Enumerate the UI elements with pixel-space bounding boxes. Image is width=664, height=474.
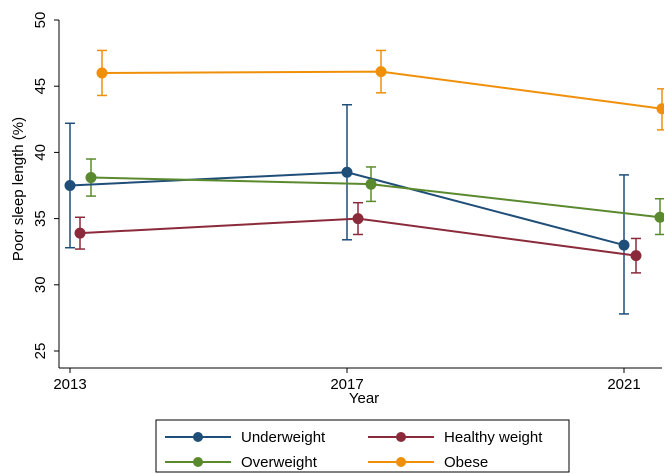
legend-label-obese: Obese xyxy=(444,454,488,471)
data-point-underweight xyxy=(618,239,630,251)
y-tick-label: 25 xyxy=(32,343,49,360)
data-point-obese xyxy=(96,67,108,79)
y-tick-label: 30 xyxy=(32,276,49,293)
data-point-obese xyxy=(375,66,387,78)
legend-label-overweight: Overweight xyxy=(241,454,318,471)
x-tick-label: 2021 xyxy=(607,376,640,393)
x-tick-label: 2017 xyxy=(330,376,363,393)
y-tick-label: 50 xyxy=(32,12,49,29)
data-point-overweight xyxy=(365,178,377,190)
x-axis-title: Year xyxy=(349,390,379,407)
legend: Underweight Healthy weight Overweight Obese xyxy=(155,419,570,473)
legend-marker-obese xyxy=(396,457,406,467)
x-tick-label: 2013 xyxy=(53,376,86,393)
data-point-underweight xyxy=(341,166,353,178)
legend-marker-healthy-weight xyxy=(396,432,406,442)
data-point-obese xyxy=(656,103,664,115)
data-point-healthy-weight xyxy=(74,227,86,239)
y-axis-title: Poor sleep length (%) xyxy=(10,117,27,261)
plot-frame xyxy=(59,8,662,368)
data-point-overweight xyxy=(654,211,664,223)
y-tick-label: 40 xyxy=(32,144,49,161)
legend-marker-underweight xyxy=(193,432,203,442)
data-point-healthy-weight xyxy=(352,213,364,225)
legend-label-healthy-weight: Healthy weight xyxy=(444,429,543,446)
data-point-underweight xyxy=(64,180,76,191)
legend-box xyxy=(155,419,570,473)
legend-label-underweight: Underweight xyxy=(241,429,326,446)
data-point-healthy-weight xyxy=(630,250,642,262)
legend-marker-overweight xyxy=(193,457,203,467)
data-point-overweight xyxy=(85,172,97,184)
y-tick-label: 45 xyxy=(32,78,49,95)
y-tick-label: 35 xyxy=(32,210,49,227)
